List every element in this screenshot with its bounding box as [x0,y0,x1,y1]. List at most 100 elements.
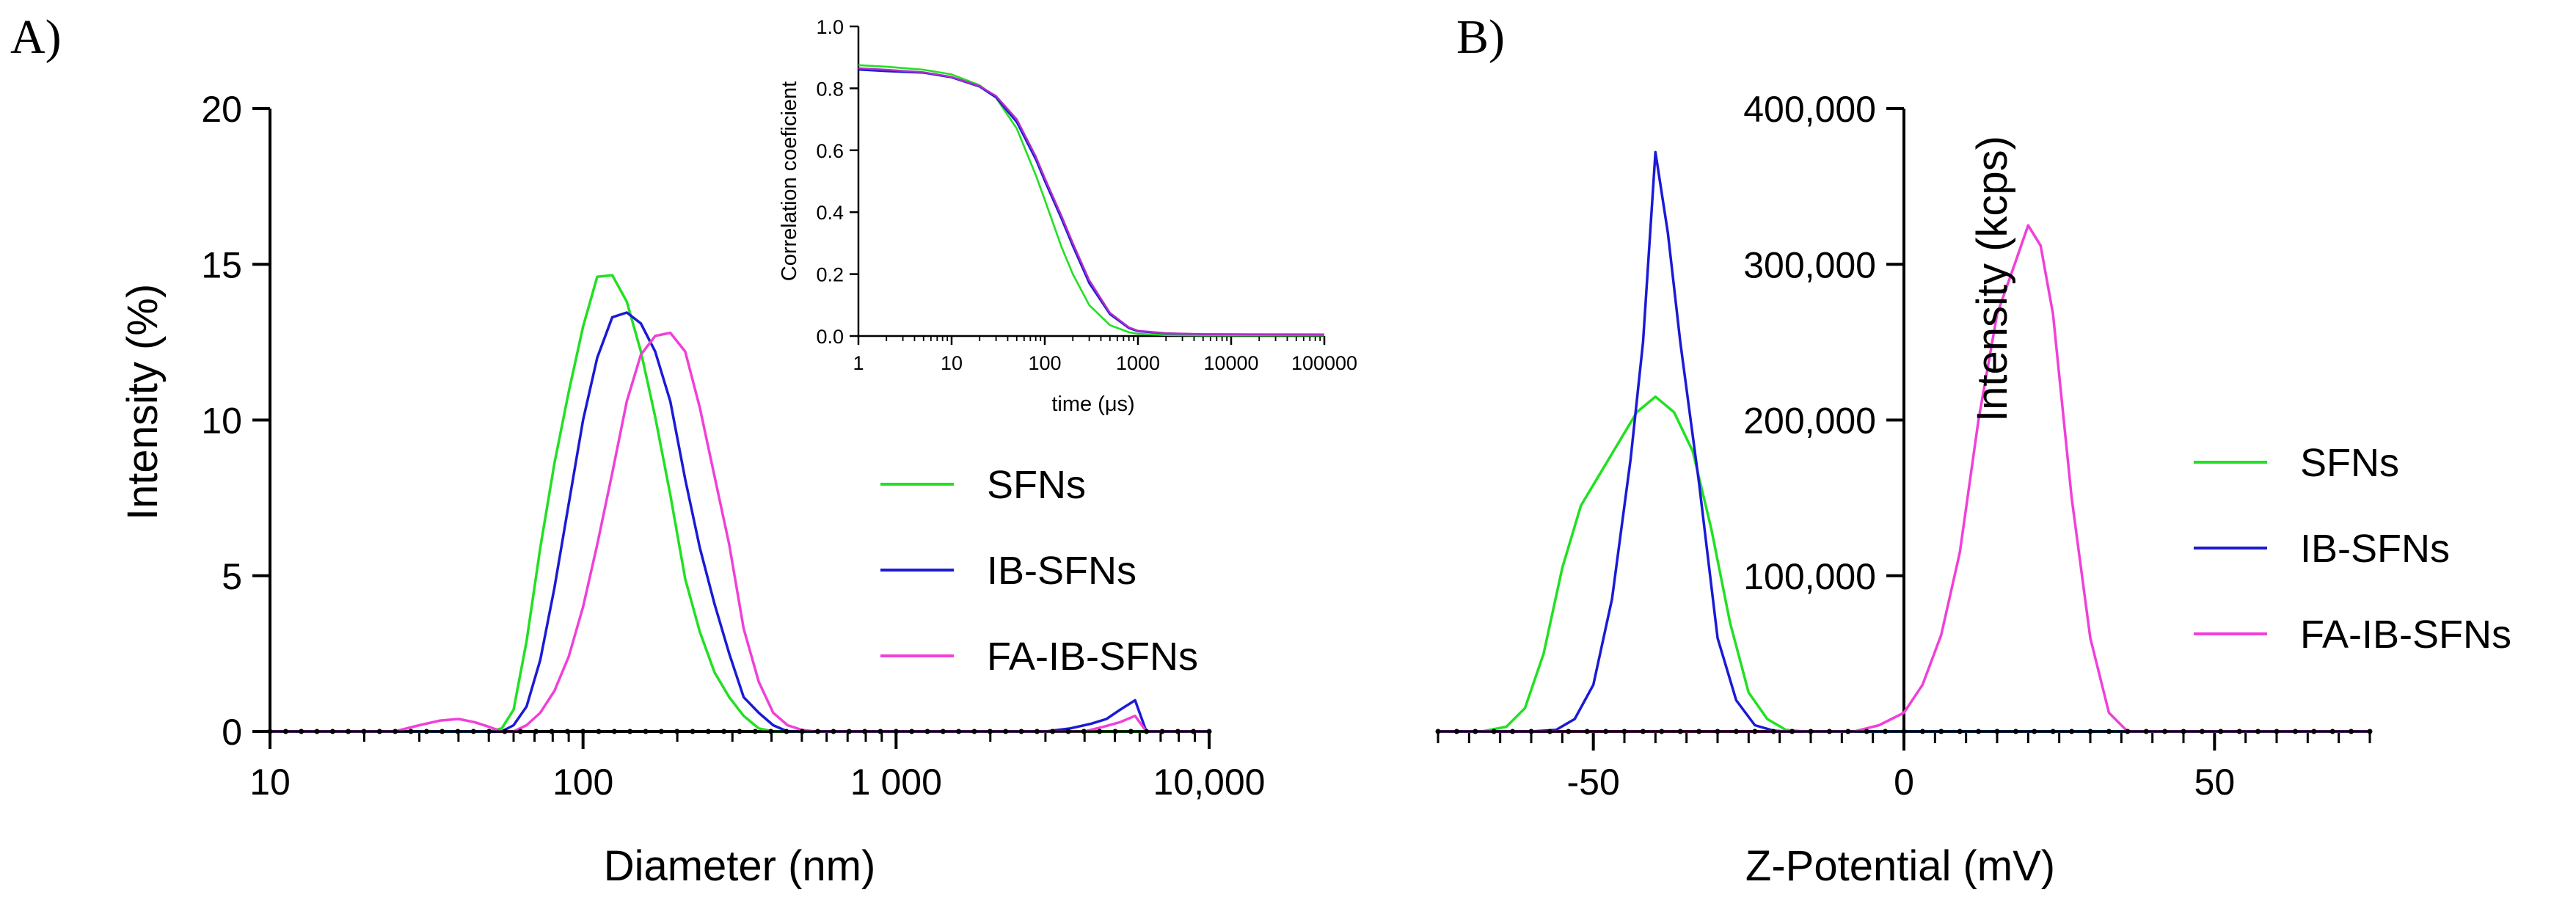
inset-x-tick-label: 10000 [1203,352,1258,374]
panel-a-baseline-marker [690,729,696,734]
panel-a-baseline-marker [956,729,962,734]
inset-y-tick-label: 0.0 [816,326,844,348]
inset-x-tick-label: 1 [853,352,864,374]
panel-a-baseline-marker [533,729,539,734]
panel-a-baseline-marker [1097,729,1103,734]
panel-b-baseline-marker [1808,729,1814,734]
panel-b-baseline-marker [1826,729,1832,734]
panel-b-label: B) [1456,10,1505,64]
panel-a-legend-label-sfns: SFNs [987,463,1086,507]
panel-a-baseline-marker [862,729,868,734]
panel-b-baseline-marker [2013,729,2018,734]
panel-a-baseline-marker [596,729,602,734]
panel-a-y-tick-label: 20 [201,89,242,130]
panel-a-y-axis-label: Intensity (%) [119,284,167,520]
panel-a-y-tick-label: 15 [201,244,242,285]
panel-a-legend-label-fa-ib-sfns: FA-IB-SFNs [987,635,1198,679]
panel-a-baseline-marker [1144,729,1150,734]
panel-b-baseline-marker [1473,729,1478,734]
panel-b-baseline-marker [2311,729,2317,734]
panel-b-baseline-marker [1901,729,1907,734]
panel-b-baseline-marker [1957,729,1963,734]
panel-a-baseline-marker [376,729,382,734]
panel-a-baseline-marker [282,729,288,734]
panel-a-baseline-marker [1003,729,1009,734]
panel-b-series-line-fa-ib-sfns [1438,224,2370,733]
panel-b-baseline-marker [2329,729,2335,734]
panel-b-baseline-marker [1491,729,1497,734]
panel-a-baseline-marker [1050,729,1056,734]
panel-a-baseline-marker [893,729,899,734]
panel-a-baseline-marker [439,729,445,734]
panel-b-baseline-marker [2050,729,2056,734]
panel-a-baseline-marker [423,729,429,734]
panel-b-baseline-marker [1603,729,1609,734]
panel-a-baseline-marker [502,729,508,734]
panel-b-baseline-marker [2069,729,2075,734]
panel-b-baseline-marker [1976,729,1982,734]
panel-a-y-tick-label: 5 [222,556,242,597]
panel-a-baseline-marker [815,729,821,734]
panel-a-baseline-marker [580,729,586,734]
panel-b-y-tick-label: 200,000 [1743,401,1876,442]
panel-b-baseline-marker [2349,729,2354,734]
panel-b-baseline-marker [2274,729,2280,734]
panel-b-baseline-marker [2292,729,2298,734]
panel-b-legend-label-fa-ib-sfns: FA-IB-SFNs [2300,613,2511,657]
panel-b-baseline-marker [2032,729,2037,734]
panel-a-baseline-marker [784,729,789,734]
panel-a-baseline-marker [346,729,351,734]
panel-a-baseline-marker [737,729,742,734]
panel-b-baseline-marker [1659,729,1665,734]
panel-a-baseline-marker [299,729,304,734]
panel-b-baseline-marker [1938,729,1944,734]
panel-b-baseline-marker [1677,729,1683,734]
panel-a-baseline-marker [705,729,711,734]
panel-a-baseline-marker [627,729,633,734]
panel-b-baseline-marker [1584,729,1590,734]
panel-a-x-tick-label: 100 [552,762,613,803]
inset-x-tick-label: 100 [1028,352,1061,374]
panel-b-baseline-marker [2236,729,2242,734]
panel-a-baseline-marker [549,729,555,734]
panel-b-series-line-sfns [1438,395,2370,733]
panel-a-series-line-ib-sfns [270,311,1209,733]
panel-b-baseline-marker [2255,729,2261,734]
panel-a-baseline-marker [564,729,570,734]
inset-series-line-fa-ib-sfns [858,67,1325,336]
panel-a-baseline-marker [455,729,461,734]
panel-b-baseline-marker [1864,729,1869,734]
panel-b-baseline-marker [1640,729,1646,734]
panel-b-baseline-marker [1919,729,1925,734]
inset-x-axis-label: time (μs) [1051,393,1134,416]
panel-a-baseline-marker [1112,729,1118,734]
inset-y-tick-label: 0.6 [816,140,844,162]
panel-a-baseline-marker [408,729,414,734]
panel-a-x-tick-label: 1 000 [850,762,942,803]
panel-a-baseline-marker [361,729,367,734]
panel-a-baseline-marker [799,729,805,734]
panel-b-y-tick-label: 400,000 [1743,89,1876,130]
panel-b-baseline-marker [2367,729,2373,734]
panel-a-baseline-marker [1159,729,1165,734]
panel-a-x-tick-label: 10 [249,762,291,803]
panel-b-baseline-marker [2087,729,2093,734]
panel-b-legend-label-sfns: SFNs [2300,441,2399,485]
panel-a-baseline-marker [877,729,883,734]
panel-a-y-tick-label: 10 [201,401,242,442]
panel-a-baseline-marker [1018,729,1024,734]
panel-b-baseline-marker [2181,729,2186,734]
panel-a-baseline-marker [752,729,758,734]
inset-x-tick-label: 10 [941,352,963,374]
panel-a-baseline-marker [611,729,617,734]
panel-b-baseline-marker [1770,729,1776,734]
panel-a-baseline-marker [1081,729,1087,734]
panel-b-x-axis-label: Z-Potential (mV) [1745,842,2055,890]
panel-b-baseline-marker [1715,729,1721,734]
panel-a-x-axis-label: Diameter (nm) [604,842,876,890]
panel-b-y-tick-label: 100,000 [1743,556,1876,597]
panel-a-baseline-marker [643,729,649,734]
panel-a-baseline-marker [831,729,836,734]
panel-a-baseline-marker [1191,729,1197,734]
